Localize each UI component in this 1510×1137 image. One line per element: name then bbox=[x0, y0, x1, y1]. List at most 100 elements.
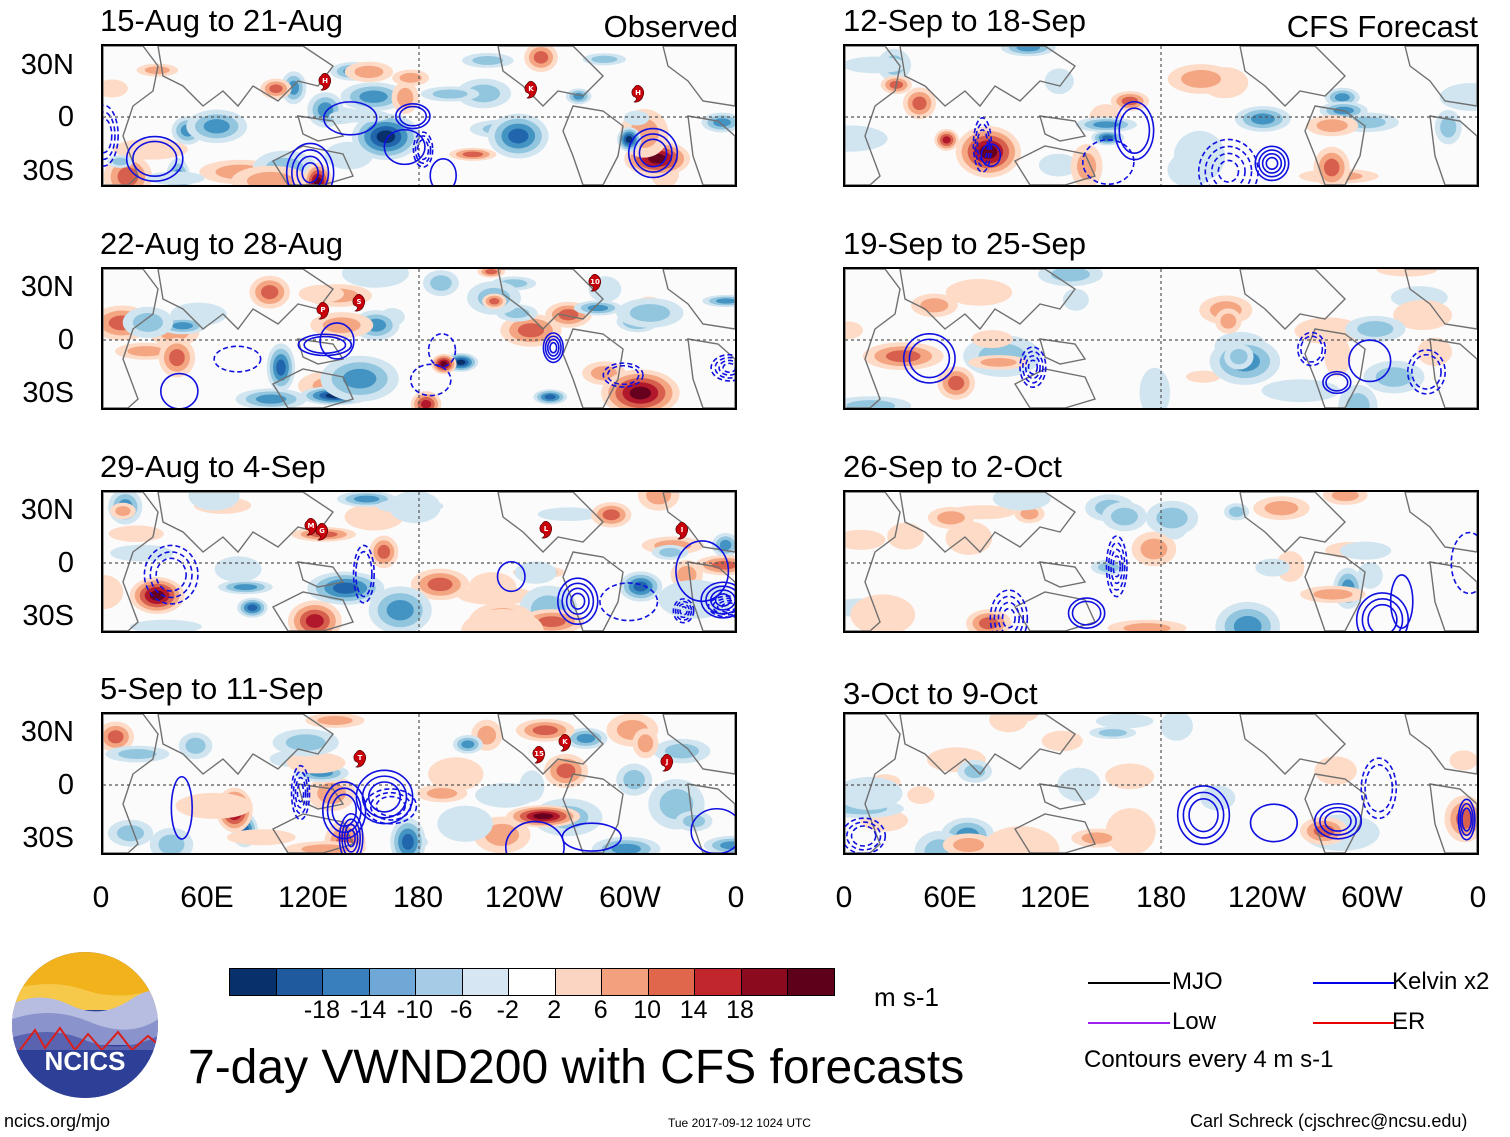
kelvin-contour bbox=[980, 143, 1002, 168]
kelvin-contour bbox=[1325, 373, 1349, 392]
negative-anomaly-blob bbox=[544, 394, 556, 400]
panel-title-obs1: 15-Aug to 21-Aug bbox=[100, 3, 344, 38]
kelvin-contour bbox=[1110, 548, 1124, 585]
positive-anomaly-blob bbox=[537, 616, 566, 628]
coastline bbox=[1404, 492, 1477, 553]
kelvin-contour bbox=[845, 817, 887, 853]
kelvin-contour bbox=[710, 353, 735, 382]
kelvin-contour bbox=[638, 138, 668, 168]
negative-anomaly-blob bbox=[1440, 116, 1457, 138]
map-panel-fc2 bbox=[843, 267, 1479, 410]
lat-label-30s: 30S bbox=[22, 600, 74, 632]
positive-anomaly-blob bbox=[1004, 714, 1038, 722]
kelvin-contour bbox=[1071, 600, 1102, 626]
kelvin-contour bbox=[290, 764, 311, 821]
colorbar-swatch bbox=[647, 969, 695, 995]
negative-anomaly-blob bbox=[359, 90, 388, 103]
lat-label-30s: 30S bbox=[22, 377, 74, 409]
positive-anomaly-blob bbox=[1140, 538, 1168, 560]
coastline bbox=[157, 46, 335, 108]
coastline bbox=[899, 714, 1077, 776]
kelvin-contour bbox=[398, 105, 428, 127]
kelvin-contour bbox=[544, 335, 562, 360]
kelvin-contour bbox=[1019, 346, 1047, 389]
positive-anomaly-blob bbox=[103, 575, 124, 610]
kelvin-contour bbox=[395, 103, 431, 130]
kelvin-contour bbox=[103, 117, 113, 154]
positive-anomaly-blob bbox=[533, 51, 549, 64]
positive-anomaly-blob bbox=[942, 136, 951, 144]
storm-label: P bbox=[320, 306, 326, 314]
kelvin-contour bbox=[1411, 353, 1442, 390]
lon-label: 0 bbox=[727, 881, 745, 914]
map-panel-obs2 bbox=[101, 267, 737, 410]
colorbar-swatch bbox=[230, 969, 276, 995]
lon-label: 60E bbox=[923, 881, 977, 914]
positive-anomaly-blob bbox=[397, 87, 414, 108]
legend-low: Low bbox=[1172, 1008, 1217, 1035]
coastline bbox=[297, 783, 345, 810]
map-panel-obs1 bbox=[101, 44, 737, 187]
kelvin-contour bbox=[542, 332, 564, 364]
negative-anomaly-blob bbox=[185, 737, 206, 754]
lon-label: 0 bbox=[92, 881, 110, 914]
coastline bbox=[687, 115, 735, 185]
footer-url[interactable]: ncics.org/mjo bbox=[4, 1111, 111, 1131]
coastline bbox=[662, 46, 735, 107]
coastline bbox=[157, 269, 335, 331]
kelvin-contour bbox=[908, 338, 951, 379]
negative-anomaly-blob bbox=[537, 507, 600, 522]
negative-anomaly-blob bbox=[623, 110, 650, 126]
kelvin-contour bbox=[1360, 757, 1398, 820]
lat-label-eq: 0 bbox=[57, 769, 74, 801]
negative-anomaly-blob bbox=[1255, 558, 1290, 577]
kelvin-contour bbox=[291, 149, 330, 185]
kelvin-contour bbox=[429, 158, 457, 185]
kelvin-contour bbox=[633, 133, 673, 173]
positive-anomaly-blob bbox=[298, 284, 345, 303]
negative-anomaly-blob bbox=[233, 584, 258, 591]
colorbar-tick-label: 6 bbox=[593, 996, 608, 1024]
kelvin-contour bbox=[672, 598, 695, 624]
colorbar-tick-label: -14 bbox=[350, 996, 387, 1024]
kelvin-contour bbox=[1348, 339, 1392, 383]
negative-anomaly-blob bbox=[112, 157, 128, 166]
kelvin-contour bbox=[1361, 598, 1404, 631]
positive-anomaly-blob bbox=[937, 511, 965, 525]
kelvin-contour bbox=[103, 111, 116, 161]
kelvin-contour bbox=[369, 791, 412, 821]
negative-anomaly-blob bbox=[132, 313, 164, 332]
lon-label: 60W bbox=[599, 881, 661, 914]
positive-anomaly-blob bbox=[981, 826, 1060, 853]
negative-anomaly-blob bbox=[214, 556, 262, 583]
kelvin-contour bbox=[989, 589, 1029, 631]
tropical-cyclone-marker: H bbox=[318, 72, 332, 91]
positive-anomaly-blob bbox=[426, 787, 458, 799]
negative-anomaly-blob bbox=[1093, 121, 1120, 128]
positive-anomaly-blob bbox=[1314, 756, 1357, 785]
colorbar-swatch bbox=[508, 969, 555, 995]
negative-anomaly-blob bbox=[1044, 68, 1074, 95]
kelvin-contour bbox=[1022, 350, 1044, 384]
negative-anomaly-blob bbox=[276, 359, 286, 376]
positive-anomaly-blob bbox=[1121, 96, 1139, 106]
kelvin-contour bbox=[705, 585, 735, 615]
negative-anomaly-blob bbox=[1160, 714, 1193, 741]
coastline bbox=[1013, 813, 1096, 853]
kelvin-contour bbox=[845, 821, 882, 851]
positive-anomaly-blob bbox=[461, 609, 544, 631]
coastline bbox=[271, 368, 354, 408]
negative-anomaly-blob bbox=[664, 743, 700, 759]
kelvin-contour bbox=[1112, 555, 1122, 578]
kelvin-contour bbox=[409, 363, 452, 397]
kelvin-contour bbox=[700, 581, 735, 619]
kelvin-contour bbox=[412, 131, 434, 168]
kelvin-contour bbox=[993, 595, 1025, 631]
kelvin-contour bbox=[549, 341, 558, 354]
kelvin-contour bbox=[722, 362, 735, 374]
positive-anomaly-blob bbox=[1324, 336, 1351, 377]
tropical-cyclone-marker: L bbox=[539, 520, 553, 539]
panel-title-obs3: 29-Aug to 4-Sep bbox=[100, 449, 326, 484]
negative-anomaly-blob bbox=[1139, 367, 1171, 408]
negative-anomaly-blob bbox=[629, 304, 671, 322]
